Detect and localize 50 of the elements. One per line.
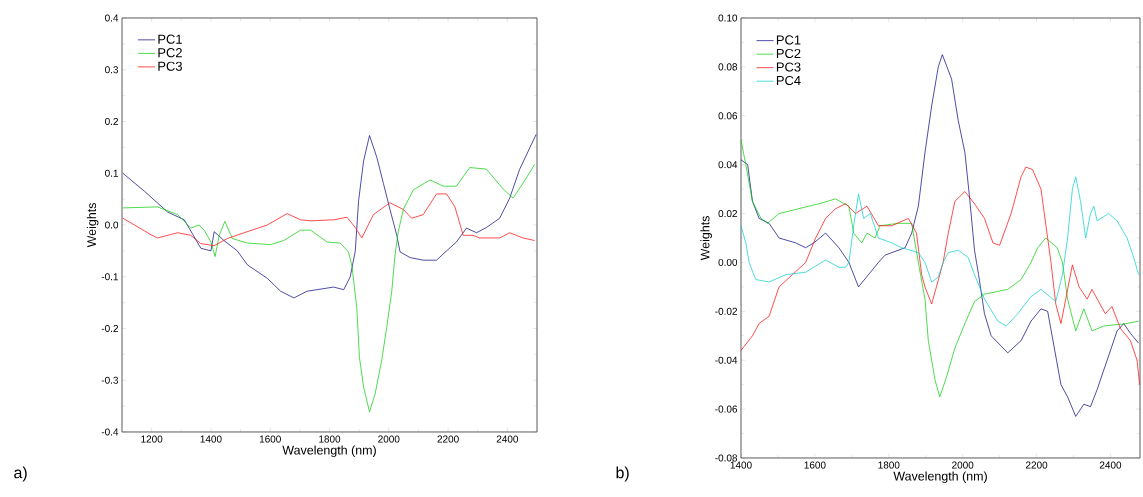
- y-tick-label: -0.4: [101, 428, 119, 436]
- x-axis-title: Wavelength (nm): [893, 471, 987, 483]
- x-tick-label: 2000: [378, 435, 400, 443]
- y-tick-label: 0.1: [105, 169, 119, 177]
- legend-label: PC1: [158, 34, 182, 44]
- y-tick-label: 0.4: [105, 14, 119, 22]
- line-series: [122, 134, 537, 299]
- x-tick-label: 1600: [259, 435, 281, 443]
- x-tick-label: 2200: [437, 435, 459, 443]
- x-tick-label: 1200: [141, 435, 163, 443]
- x-tick-label: 2400: [496, 435, 519, 443]
- text: b): [616, 466, 629, 482]
- x-axis-title: Wavelength (nm): [282, 445, 376, 457]
- x-tick-label: 2400: [1099, 461, 1122, 469]
- y-tick-label: -0.3: [101, 376, 119, 384]
- y-tick-label: 0.08: [718, 63, 738, 71]
- y-tick-label: 0.0: [105, 221, 119, 229]
- x-tick-label: 1800: [878, 461, 900, 469]
- y-tick-label: -0.2: [101, 324, 118, 333]
- line-series: [740, 139, 1139, 398]
- x-tick-label: 2000: [952, 461, 974, 469]
- line-series: [122, 193, 535, 247]
- y-tick-label: -0.06: [715, 405, 738, 413]
- y-tick-label: 0.02: [718, 210, 737, 218]
- y-tick-label: 0.04: [718, 161, 738, 169]
- y-axis-title: Weights: [86, 203, 99, 248]
- legend-label: PC4: [776, 75, 801, 86]
- y-tick-label: -0.1: [101, 273, 119, 281]
- legend-label: PC1: [776, 35, 801, 45]
- y-tick-label: 0.00: [718, 258, 738, 266]
- legend-label: PC3: [158, 61, 182, 71]
- x-tick-label: 2200: [1025, 461, 1048, 469]
- x-tick-label: 1400: [730, 461, 752, 469]
- y-tick-label: -0.08: [715, 454, 738, 462]
- y-tick-label: 0.10: [718, 14, 738, 22]
- line-series: [740, 176, 1139, 327]
- y-tick-label: 0.3: [105, 66, 119, 74]
- y-tick-label: 0.2: [105, 117, 118, 126]
- x-tick-label: 1600: [804, 461, 826, 469]
- legend-label: PC3: [776, 62, 801, 72]
- text: a): [14, 466, 27, 482]
- legend-label: PC2: [158, 48, 182, 58]
- x-tick-label: 1400: [200, 435, 222, 443]
- y-tick-label: -0.02: [715, 307, 737, 315]
- line-series: [122, 164, 535, 413]
- y-tick-label: -0.04: [715, 356, 738, 364]
- y-axis-title: Weights: [700, 216, 712, 261]
- y-tick-label: 0.06: [718, 112, 738, 120]
- legend-label: PC2: [776, 48, 801, 59]
- x-tick-label: 1800: [319, 435, 341, 443]
